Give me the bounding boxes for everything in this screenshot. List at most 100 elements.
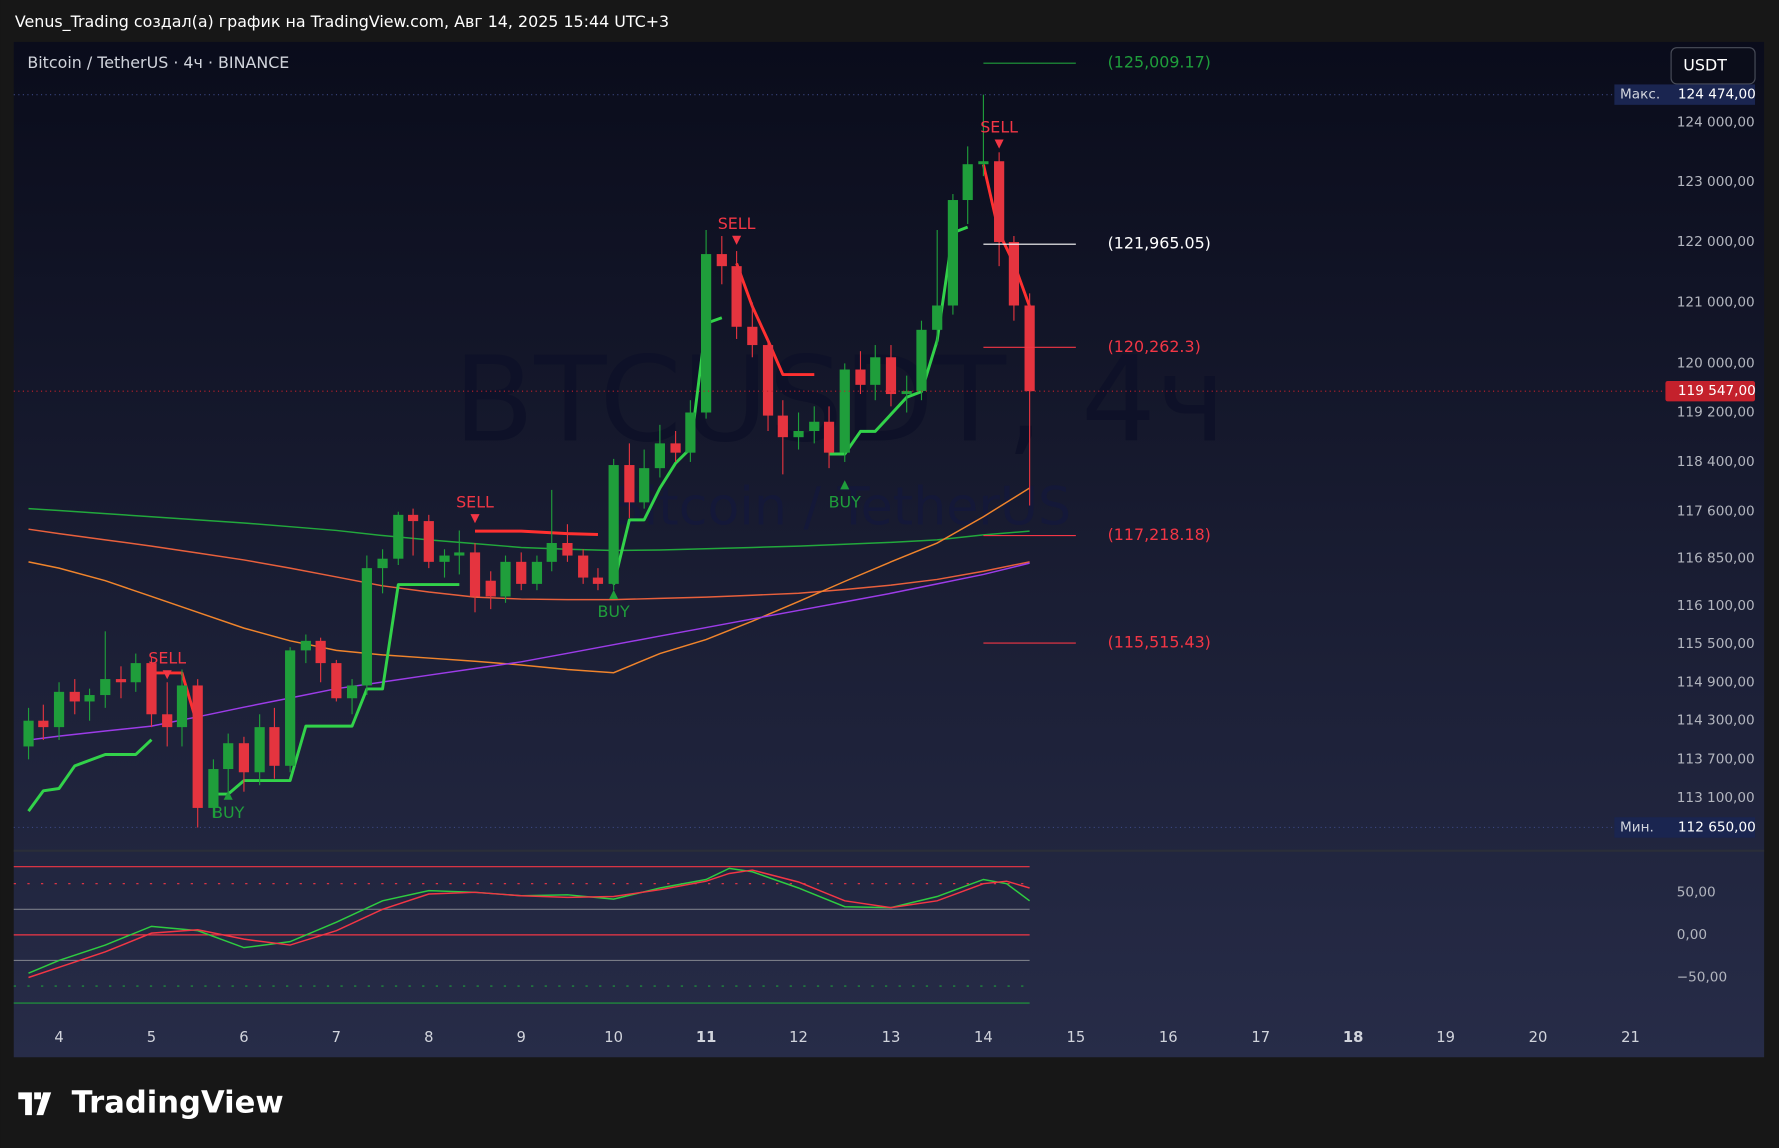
- x-tick-label: 13: [882, 1029, 901, 1046]
- candle-body: [578, 555, 589, 578]
- x-tick-label: 10: [604, 1029, 623, 1046]
- candle-body: [254, 727, 265, 773]
- candle-body: [469, 552, 481, 597]
- osc-y-tick-label: 0,00: [1677, 927, 1707, 943]
- candle-body: [130, 663, 141, 683]
- candle-body: [100, 679, 111, 696]
- watermark-subtitle: Bitcoin / TetherUS: [608, 477, 1071, 537]
- signal-label: SELL: [148, 648, 186, 667]
- last-price-label: 119 547,00: [1678, 383, 1756, 399]
- candle-body: [916, 329, 927, 391]
- candle-body: [685, 412, 696, 453]
- y-tick-label: 122 000,00: [1677, 234, 1755, 250]
- symbol-title: Bitcoin / TetherUS · 4ч · BINANCE: [27, 53, 289, 72]
- signal-label: BUY: [212, 803, 245, 822]
- candle-body: [407, 514, 419, 522]
- signal-label: BUY: [829, 492, 862, 511]
- signal-arrow: [223, 790, 233, 800]
- candle-body: [700, 254, 712, 413]
- osc-line: [28, 869, 1030, 979]
- candle-body: [546, 543, 557, 562]
- signal-arrow: [162, 670, 172, 680]
- candle-body: [69, 691, 80, 702]
- marker-box: [1614, 817, 1756, 838]
- candle-body: [53, 691, 65, 728]
- candle-body: [639, 468, 650, 503]
- tradingview-logo: TradingView: [18, 1085, 284, 1120]
- moving-average: [28, 528, 1030, 601]
- x-tick-label: 21: [1621, 1029, 1640, 1046]
- candle-body: [176, 685, 188, 728]
- candle-body: [901, 390, 912, 395]
- candle-body: [716, 254, 727, 267]
- y-tick-label: 124 000,00: [1677, 115, 1755, 131]
- candle-body: [516, 561, 527, 584]
- candle-body: [994, 161, 1005, 243]
- y-tick-label: 116 100,00: [1677, 598, 1755, 614]
- x-tick-label: 11: [696, 1029, 717, 1046]
- candle-body: [285, 650, 296, 766]
- candle-body: [962, 164, 973, 201]
- marker-label: 124 474,00: [1678, 87, 1756, 103]
- candle-body: [346, 685, 358, 699]
- level-label: (121,965.05): [1108, 234, 1211, 253]
- supertrend: [474, 529, 599, 536]
- candle-body: [238, 743, 250, 773]
- moving-average: [28, 507, 1030, 552]
- header: Venus_Trading создал(а) график на Tradin…: [15, 12, 669, 32]
- candle-body: [454, 552, 465, 556]
- last-price-box: [1665, 380, 1756, 402]
- candle-body: [439, 555, 450, 562]
- signal-arrow: [470, 514, 480, 524]
- osc-y-tick-label: −50,00: [1677, 969, 1727, 985]
- candle-body: [747, 326, 758, 346]
- x-tick-label: 19: [1436, 1029, 1455, 1046]
- candle-body: [23, 720, 34, 747]
- logo-icon: [18, 1092, 52, 1116]
- x-tick-label: 12: [789, 1029, 808, 1046]
- marker-box: [1614, 84, 1756, 105]
- supertrend: [735, 262, 815, 377]
- candle-body: [731, 266, 742, 327]
- level-label: (115,515.43): [1108, 633, 1211, 652]
- supertrend: [981, 164, 1031, 308]
- x-tick-label: 7: [332, 1029, 341, 1046]
- candle-body: [762, 345, 774, 416]
- candle-body: [777, 415, 788, 438]
- y-tick-label: 114 300,00: [1677, 713, 1755, 729]
- signal-label: SELL: [980, 118, 1018, 137]
- supertrend: [27, 738, 153, 812]
- candle-body: [608, 465, 619, 584]
- candle-body: [947, 200, 959, 306]
- candle-body: [38, 720, 49, 728]
- y-tick-label: 116 850,00: [1677, 551, 1755, 567]
- candle-body: [146, 663, 157, 715]
- y-tick-label: 113 700,00: [1677, 751, 1755, 767]
- currency-button[interactable]: [1670, 47, 1756, 85]
- candle-body: [208, 769, 219, 808]
- candle-body: [393, 514, 404, 559]
- y-tick-label: 113 100,00: [1677, 790, 1755, 806]
- candle-body: [885, 357, 897, 395]
- candle-body: [562, 543, 573, 556]
- y-tick-label: 115 500,00: [1677, 636, 1755, 652]
- currency-button-label[interactable]: USDT: [1683, 55, 1727, 74]
- x-tick-label: 4: [54, 1029, 63, 1046]
- candle-body: [162, 714, 173, 728]
- y-tick-label: 114 900,00: [1677, 674, 1755, 690]
- y-tick-label: 123 000,00: [1677, 174, 1755, 190]
- candle-body: [624, 465, 635, 503]
- candle-body: [300, 640, 311, 651]
- y-tick-label: 119 200,00: [1677, 405, 1755, 421]
- x-tick-label: 18: [1343, 1029, 1364, 1046]
- supertrend: [213, 583, 460, 796]
- marker-label: 112 650,00: [1678, 819, 1756, 835]
- marker-title: Макс.: [1620, 87, 1660, 103]
- x-tick-label: 20: [1529, 1029, 1548, 1046]
- candle-body: [870, 357, 881, 385]
- watermark: BTCUSDT, 4ч: [453, 331, 1225, 469]
- candle-body: [84, 695, 95, 702]
- level-label: (120,262.3): [1108, 337, 1201, 356]
- candle-body: [192, 685, 203, 808]
